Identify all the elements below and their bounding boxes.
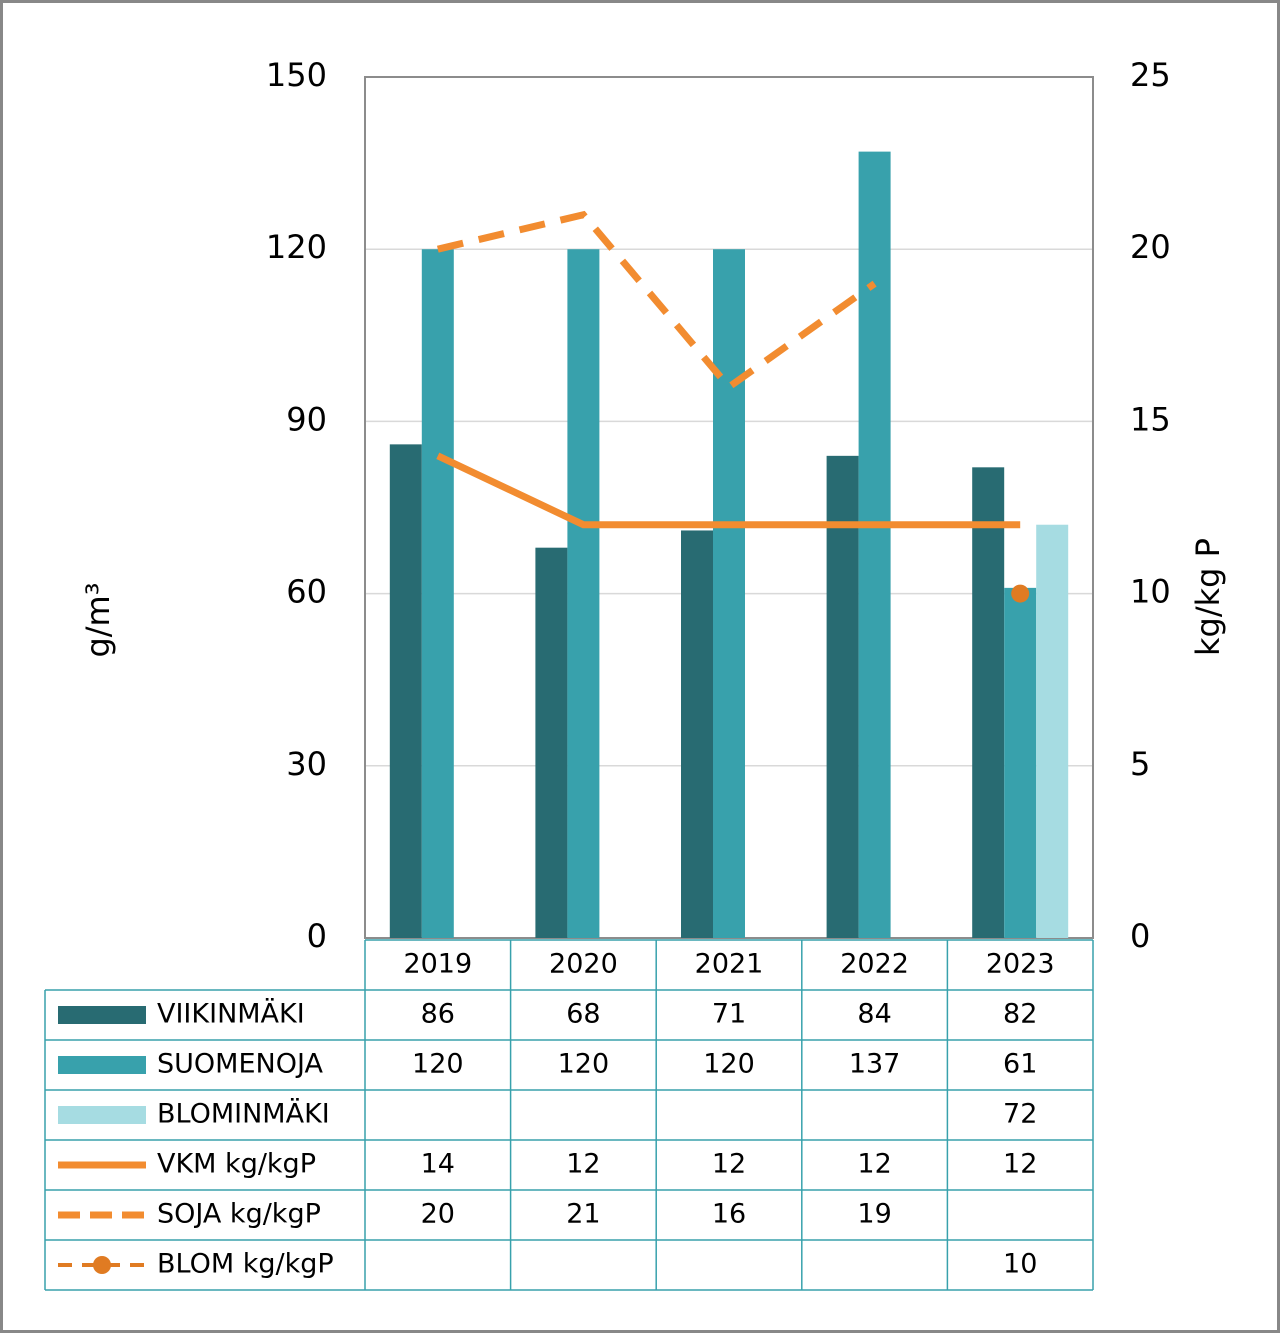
- x-tick-label: 2023: [986, 949, 1055, 980]
- legend-label: SUOMENOJA: [157, 1049, 323, 1080]
- table-value: 20: [421, 1199, 455, 1230]
- table-value: 137: [849, 1049, 901, 1080]
- y-tick-label: 30: [286, 745, 327, 783]
- legend-label: VIIKINMÄKI: [157, 998, 305, 1030]
- table-value: 19: [857, 1199, 891, 1230]
- y-tick-label: 0: [307, 917, 327, 955]
- bar: [681, 530, 713, 938]
- y2-tick-label: 10: [1130, 573, 1171, 611]
- bar: [389, 444, 422, 938]
- table-value: 61: [1003, 1049, 1037, 1080]
- table-value: 10: [1003, 1249, 1037, 1280]
- bar: [567, 249, 600, 938]
- table-value: 12: [712, 1149, 746, 1180]
- y2-tick-label: 0: [1130, 917, 1150, 955]
- bar: [535, 547, 568, 938]
- table-value: 16: [712, 1199, 746, 1230]
- bar: [713, 249, 745, 938]
- y2-axis-label: kg/kg P: [1189, 538, 1227, 656]
- table-value: 68: [566, 999, 600, 1030]
- legend-label: SOJA kg/kgP: [157, 1199, 321, 1230]
- y-tick-label: 120: [266, 228, 327, 266]
- x-tick-label: 2020: [549, 949, 618, 980]
- x-tick-label: 2019: [403, 949, 472, 980]
- table-value: 12: [857, 1149, 891, 1180]
- y-tick-label: 90: [286, 400, 327, 438]
- bar: [826, 455, 859, 938]
- table-value: 86: [421, 999, 455, 1030]
- y-tick-label: 60: [286, 573, 327, 611]
- table-value: 12: [566, 1149, 600, 1180]
- table-value: 84: [857, 999, 891, 1030]
- x-tick-label: 2021: [695, 949, 764, 980]
- table-value: 72: [1003, 1099, 1037, 1130]
- bar: [1036, 524, 1069, 938]
- marker: [1011, 584, 1030, 603]
- table-value: 14: [421, 1149, 455, 1180]
- legend-marker: [93, 1256, 111, 1274]
- table-value: 71: [712, 999, 746, 1030]
- legend-label: BLOMINMÄKI: [157, 1098, 330, 1130]
- table-value: 82: [1003, 999, 1037, 1030]
- x-tick-label: 2022: [840, 949, 909, 980]
- legend-swatch: [58, 1106, 146, 1124]
- line: [436, 452, 1021, 529]
- table-value: 21: [566, 1199, 600, 1230]
- table-value: 120: [558, 1049, 610, 1080]
- bar: [858, 151, 891, 938]
- y-tick-label: 150: [266, 56, 327, 94]
- bar: [1004, 587, 1037, 938]
- legend-label: VKM kg/kgP: [157, 1149, 316, 1180]
- bar: [421, 249, 454, 938]
- y2-tick-label: 25: [1130, 56, 1171, 94]
- legend-label: BLOM kg/kgP: [157, 1249, 334, 1280]
- legend-swatch: [58, 1056, 146, 1074]
- table-value: 120: [703, 1049, 755, 1080]
- y2-tick-label: 5: [1130, 745, 1150, 783]
- table-value: 120: [412, 1049, 464, 1080]
- y2-tick-label: 15: [1130, 400, 1171, 438]
- y2-tick-label: 20: [1130, 228, 1171, 266]
- legend-swatch: [58, 1006, 146, 1024]
- y-axis-label: g/m³: [79, 582, 117, 657]
- bar: [972, 467, 1005, 938]
- line: [436, 210, 877, 392]
- table-value: 12: [1003, 1149, 1037, 1180]
